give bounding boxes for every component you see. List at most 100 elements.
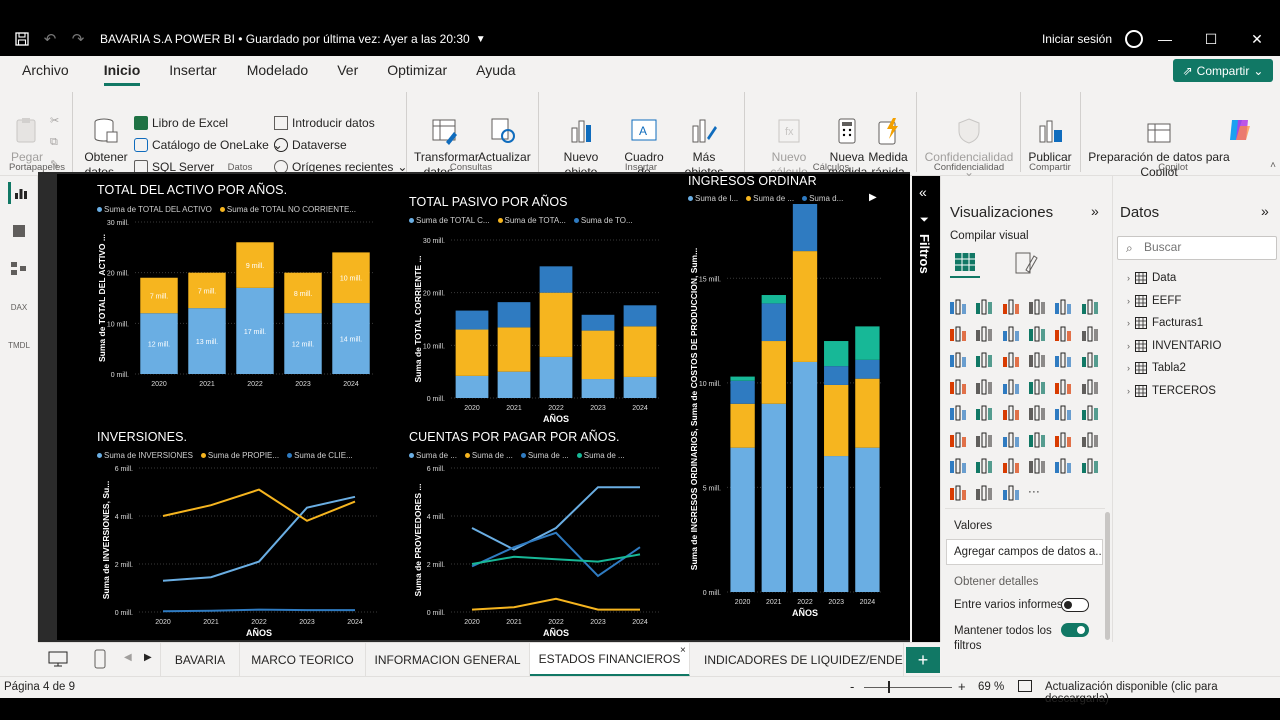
- dataverse-button[interactable]: Dataverse: [274, 138, 347, 152]
- visual-type-icon[interactable]: [1002, 351, 1022, 371]
- zoom-slider[interactable]: [864, 681, 952, 693]
- visual-type-icon[interactable]: [1002, 325, 1022, 345]
- visual-type-icon[interactable]: [1054, 351, 1074, 371]
- table-view-icon[interactable]: [8, 220, 30, 242]
- visual-type-icon[interactable]: [949, 298, 969, 318]
- chart-inversiones[interactable]: 6 mill. 4 mill. 2 mill. 0 mill. Suma de INVE…: [87, 462, 387, 640]
- visual-type-icon[interactable]: [1002, 457, 1022, 477]
- fit-page-icon[interactable]: [1018, 680, 1032, 692]
- avatar-icon[interactable]: [1125, 30, 1143, 48]
- tab-marco-teorico[interactable]: MARCO TEORICO: [240, 643, 366, 677]
- cut-icon[interactable]: ✂: [50, 115, 60, 127]
- visual-type-icon[interactable]: [1081, 298, 1101, 318]
- visual-type-icon[interactable]: [975, 431, 995, 451]
- tmdl-view-icon[interactable]: TMDL: [8, 340, 30, 350]
- visual-type-icon[interactable]: [1002, 298, 1022, 318]
- share-button[interactable]: ⇗ Compartir ⌄: [1173, 59, 1273, 82]
- expand-icon[interactable]: «: [919, 184, 927, 200]
- excel-workbook-button[interactable]: Libro de Excel: [134, 116, 228, 130]
- visual-type-icon[interactable]: [975, 378, 995, 398]
- visual-type-icon[interactable]: [975, 298, 995, 318]
- visual-type-icon[interactable]: [1054, 404, 1074, 424]
- collapse-icon[interactable]: »: [1091, 203, 1099, 219]
- minimize-icon[interactable]: —: [1158, 31, 1172, 47]
- tab-next-icon[interactable]: ▶: [144, 652, 152, 663]
- visual-type-icon[interactable]: [1054, 457, 1074, 477]
- visual-type-icon[interactable]: [1002, 378, 1022, 398]
- desktop-layout-icon[interactable]: [48, 651, 68, 667]
- update-available-link[interactable]: Actualización disponible (clic para desc…: [1045, 681, 1218, 705]
- visual-type-icon[interactable]: [949, 351, 969, 371]
- chart-ingresos[interactable]: 15 mill. 10 mill. 5 mill. 0 mill. Suma de IN…: [679, 204, 889, 640]
- visual-type-icon[interactable]: [1028, 351, 1048, 371]
- redo-icon[interactable]: ↷: [71, 31, 85, 48]
- visual-type-icon[interactable]: [1028, 298, 1048, 318]
- visual-type-icon[interactable]: [1054, 325, 1074, 345]
- visual-type-icon[interactable]: [1081, 351, 1101, 371]
- visual-type-icon[interactable]: [1054, 378, 1074, 398]
- copy-icon[interactable]: ⧉: [50, 136, 58, 148]
- save-icon[interactable]: [8, 22, 36, 56]
- add-page-button[interactable]: +: [906, 647, 940, 673]
- visual-type-icon[interactable]: [949, 404, 969, 424]
- tab-bavaria[interactable]: BAVARIA: [160, 643, 240, 677]
- visual-type-icon[interactable]: [1002, 484, 1022, 504]
- visual-type-icon[interactable]: [975, 457, 995, 477]
- visual-type-icon[interactable]: [1081, 431, 1101, 451]
- cross-report-toggle[interactable]: [1061, 598, 1089, 612]
- visual-type-icon[interactable]: [975, 404, 995, 424]
- filters-pane-collapsed[interactable]: « ⏷ Filtros: [912, 176, 940, 642]
- sensitivity-button[interactable]: Confidencialidad ⌄: [924, 116, 1014, 180]
- copilot-icon[interactable]: [1226, 116, 1254, 144]
- menu-ayuda[interactable]: Ayuda: [476, 62, 516, 78]
- tab-indicadores[interactable]: INDICADORES DE LIQUIDEZ/ENDEUDA: [690, 643, 904, 677]
- scrollbar[interactable]: [1105, 512, 1110, 640]
- zoom-out-icon[interactable]: -: [850, 679, 855, 694]
- zoom-in-icon[interactable]: +: [958, 679, 966, 694]
- model-view-icon[interactable]: [8, 258, 30, 280]
- visual-type-icon[interactable]: [1028, 457, 1048, 477]
- visual-type-icon[interactable]: [1028, 378, 1048, 398]
- collapse-icon[interactable]: »: [1261, 203, 1269, 219]
- publish-button[interactable]: Publicar: [1026, 116, 1074, 165]
- visual-type-icon[interactable]: [1028, 431, 1048, 451]
- undo-icon[interactable]: ↶: [43, 31, 57, 48]
- menu-inicio[interactable]: Inicio: [103, 56, 141, 86]
- visual-type-icon[interactable]: [949, 431, 969, 451]
- close-icon[interactable]: ✕: [1251, 30, 1263, 47]
- sign-in-link[interactable]: Iniciar sesión: [1041, 32, 1112, 46]
- format-painter-icon[interactable]: ✎: [50, 159, 60, 171]
- visual-type-icon[interactable]: [1028, 325, 1048, 345]
- close-tab-icon[interactable]: ×: [680, 645, 686, 656]
- visual-type-icon[interactable]: [1028, 404, 1048, 424]
- visual-type-icon[interactable]: [1081, 404, 1101, 424]
- copilot-data-prep-button[interactable]: Preparación de datos para CopilotIA: [1086, 116, 1232, 195]
- chart-total-activo[interactable]: 30 mill. 20 mill. 10 mill. 0 mill. Suma de T…: [87, 216, 387, 416]
- visual-type-icon[interactable]: [949, 484, 969, 504]
- zoom-level[interactable]: 69 %: [978, 681, 1005, 693]
- legend-next-icon[interactable]: ▶: [869, 192, 877, 203]
- values-drop-zone[interactable]: Agregar campos de datos a...: [946, 539, 1103, 565]
- menu-ver[interactable]: Ver: [337, 62, 359, 78]
- tab-informacion-general[interactable]: INFORMACION GENERAL: [366, 643, 530, 677]
- visual-type-icon[interactable]: [949, 378, 969, 398]
- build-visual-icon[interactable]: [950, 248, 980, 278]
- more-visuals-icon[interactable]: ···: [1027, 483, 1040, 498]
- onelake-catalog-button[interactable]: Catálogo de OneLake ⌄: [134, 138, 283, 152]
- chart-cuentas-pagar[interactable]: 6 mill. 4 mill. 2 mill. 0 mill. Suma de PROV…: [399, 462, 674, 640]
- format-visual-icon[interactable]: [1013, 250, 1041, 276]
- search-input[interactable]: [1144, 240, 1272, 254]
- mobile-layout-icon[interactable]: [94, 649, 106, 669]
- table-item[interactable]: › INVENTARIO: [1127, 339, 1221, 352]
- table-item[interactable]: › Facturas1: [1127, 317, 1203, 329]
- visual-type-icon[interactable]: [1002, 404, 1022, 424]
- menu-optimizar[interactable]: Optimizar: [387, 62, 448, 78]
- table-item[interactable]: › EEFF: [1127, 294, 1181, 307]
- maximize-icon[interactable]: ☐: [1204, 30, 1218, 47]
- chart-total-pasivo[interactable]: 30 mill. 20 mill. 10 mill. 0 mill. Suma de T…: [399, 226, 674, 441]
- table-item[interactable]: › TERCEROS: [1127, 384, 1216, 397]
- menu-modelado[interactable]: Modelado: [246, 62, 309, 78]
- visual-type-icon[interactable]: [1054, 298, 1074, 318]
- visual-type-icon[interactable]: [975, 325, 995, 345]
- tab-prev-icon[interactable]: ◀: [124, 652, 132, 663]
